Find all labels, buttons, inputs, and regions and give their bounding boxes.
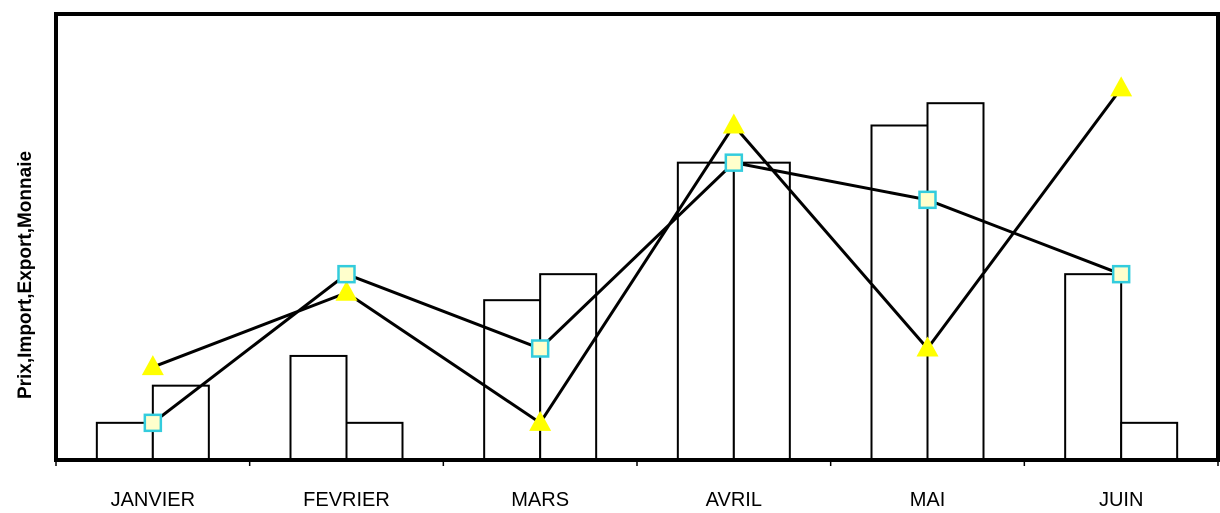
x-tick-label: JANVIER <box>111 489 195 508</box>
marker-triangle-mars <box>529 410 552 431</box>
bar-2-juin <box>1120 421 1179 462</box>
bar-2-avril <box>732 161 791 462</box>
marker-square-avril <box>724 153 744 172</box>
marker-square-janvier <box>143 413 163 433</box>
bar-1-juin <box>1064 273 1123 461</box>
x-tick-label: MARS <box>511 489 569 508</box>
x-tick-label: FEVRIER <box>303 489 390 508</box>
marker-triangle-juin <box>1110 76 1133 97</box>
marker-square-fevrier <box>337 264 356 284</box>
bar-1-mars <box>483 299 542 461</box>
line-series-2 <box>151 161 1122 425</box>
bar-2-fevrier <box>345 421 404 462</box>
x-tick-label: MAI <box>910 489 946 508</box>
marker-square-mars <box>530 339 550 358</box>
bar-2-mai <box>926 102 985 461</box>
marker-square-mai <box>918 190 937 210</box>
marker-triangle-fevrier <box>335 280 358 301</box>
bar-1-fevrier <box>289 354 348 461</box>
bar-2-janvier <box>151 384 210 461</box>
x-tick-label: JUIN <box>1099 489 1143 508</box>
line-series-1 <box>152 87 1123 425</box>
y-axis-label-box: Prix,Import,Export,Monnaie <box>6 60 46 490</box>
marker-triangle-mai <box>916 336 939 357</box>
marker-square-juin <box>1111 264 1131 284</box>
marker-triangle-avril <box>722 113 745 134</box>
y-axis-label: Prix,Import,Export,Monnaie <box>15 150 36 400</box>
bar-1-avril <box>676 161 735 462</box>
x-tick-label: AVRIL <box>706 489 762 508</box>
plot-frame <box>54 12 1220 462</box>
marker-triangle-janvier <box>141 355 164 376</box>
